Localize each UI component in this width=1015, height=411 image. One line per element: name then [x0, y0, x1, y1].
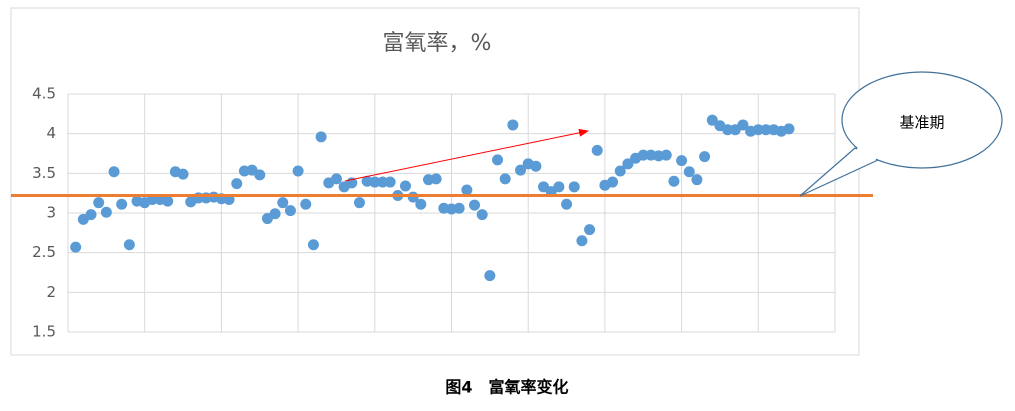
data-point — [752, 124, 764, 136]
y-tick-label: 4 — [46, 124, 56, 142]
data-point — [683, 166, 695, 178]
y-tick-label: 1.5 — [32, 323, 56, 341]
data-point — [607, 176, 619, 188]
data-point — [376, 176, 388, 188]
data-point — [576, 235, 588, 247]
data-point — [284, 205, 296, 217]
data-point — [530, 160, 542, 172]
data-point — [70, 241, 82, 253]
data-point — [622, 158, 634, 170]
data-point — [691, 174, 703, 186]
data-point — [277, 197, 289, 209]
chart-title: 富氧率，% — [383, 31, 492, 56]
data-point — [330, 173, 342, 185]
plot-area: 1.5 2 2.5 3 3.5 4 4.5 — [11, 85, 873, 341]
data-point — [177, 168, 189, 180]
data-point — [515, 164, 527, 176]
data-point — [568, 181, 580, 193]
data-point — [492, 154, 504, 166]
data-point — [499, 173, 511, 185]
data-point — [637, 149, 649, 161]
data-point — [384, 176, 396, 188]
data-point — [353, 197, 365, 209]
data-point — [292, 165, 304, 177]
data-point — [123, 239, 135, 251]
data-point — [760, 124, 772, 136]
data-point — [162, 195, 174, 207]
y-tick-label: 4.5 — [32, 85, 56, 103]
callout-text: 基准期 — [899, 114, 944, 132]
y-tick-label: 2 — [46, 283, 56, 301]
y-tick-label: 3 — [46, 204, 56, 222]
data-point — [108, 166, 120, 178]
data-point — [737, 119, 749, 131]
data-point — [706, 114, 718, 126]
callout: 基准期 — [799, 71, 1003, 197]
data-point — [461, 184, 473, 196]
data-point — [484, 270, 496, 282]
data-point — [415, 198, 427, 210]
y-tick-label: 2.5 — [32, 243, 56, 261]
y-tick-label: 3.5 — [32, 164, 56, 182]
data-point — [668, 175, 680, 187]
data-point — [85, 209, 97, 221]
data-point — [300, 198, 312, 210]
caption: 图4 富氧率变化 — [445, 378, 568, 397]
data-point — [116, 198, 128, 210]
data-point — [453, 202, 465, 214]
data-point — [430, 173, 442, 185]
data-point — [315, 131, 327, 143]
data-point — [783, 123, 795, 135]
data-point — [254, 169, 266, 181]
data-point — [231, 178, 243, 190]
data-point — [399, 180, 411, 192]
data-point — [553, 181, 565, 193]
data-point — [614, 165, 626, 177]
data-point — [591, 144, 603, 156]
data-point — [476, 209, 488, 221]
data-point — [676, 155, 688, 167]
data-point — [561, 198, 573, 210]
data-point — [269, 208, 281, 220]
data-point — [660, 149, 672, 161]
data-point — [584, 224, 596, 236]
data-point — [93, 197, 105, 209]
data-point — [699, 151, 711, 163]
data-point — [469, 199, 481, 211]
trend-arrow — [344, 128, 589, 182]
data-point — [369, 176, 381, 188]
data-point — [507, 119, 519, 131]
data-point — [307, 239, 319, 251]
data-point — [100, 206, 112, 218]
data-point — [722, 124, 734, 136]
